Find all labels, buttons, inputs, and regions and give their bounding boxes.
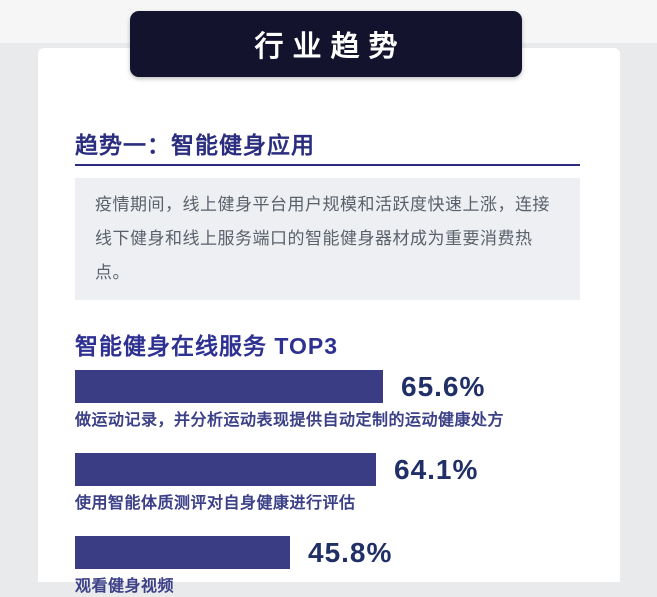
bar-group: 45.8% 观看健身视频 — [75, 536, 580, 597]
bar-row: 65.6% — [75, 370, 580, 403]
bar-category-label: 做运动记录，并分析运动表现提供自动定制的运动健康处方 — [75, 412, 505, 429]
bar-value-label: 45.8% — [308, 536, 393, 568]
section-description: 疫情期间，线上健身平台用户规模和活跃度快速上涨，连接线下健身和线上服务端口的智能… — [75, 178, 580, 300]
bar — [75, 536, 290, 569]
content-card: 趋势一：智能健身应用 疫情期间，线上健身平台用户规模和活跃度快速上涨，连接线下健… — [38, 48, 620, 595]
bar-value-label: 64.1% — [394, 453, 479, 485]
section-banner: 行业趋势 — [130, 11, 522, 77]
bar-category-label: 观看健身视频 — [75, 578, 175, 595]
bar — [75, 453, 376, 486]
chart-title: 智能健身在线服务 TOP3 — [75, 333, 339, 359]
bar-group: 64.1% 使用智能体质测评对自身健康进行评估 — [75, 453, 580, 514]
bar-chart: 65.6% 做运动记录，并分析运动表现提供自动定制的运动健康处方 64.1% 使用智能… — [75, 370, 580, 597]
banner-title: 行业趋势 — [254, 31, 407, 63]
bar — [75, 370, 383, 403]
bar-row: 64.1% — [75, 453, 580, 486]
bar-value-label: 65.6% — [401, 370, 486, 402]
section-heading: 趋势一：智能健身应用 — [75, 132, 315, 158]
bar-group: 65.6% 做运动记录，并分析运动表现提供自动定制的运动健康处方 — [75, 370, 580, 431]
heading-underline — [75, 164, 580, 166]
bar-row: 45.8% — [75, 536, 580, 569]
bar-category-label: 使用智能体质测评对自身健康进行评估 — [75, 495, 356, 512]
